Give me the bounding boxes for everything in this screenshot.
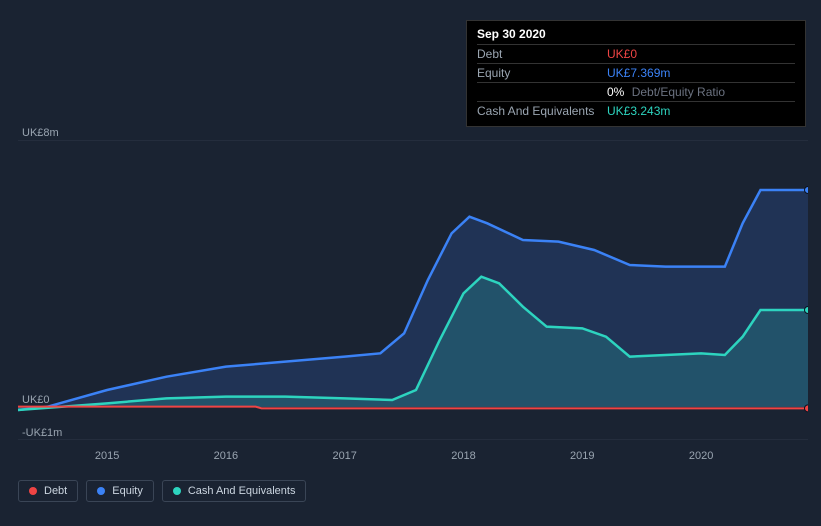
tooltip-value: UK£0 xyxy=(607,47,637,61)
tooltip-label: Debt xyxy=(477,47,607,61)
tooltip-row-equity: Equity UK£7.369m xyxy=(477,63,795,82)
tooltip-value: 0% xyxy=(607,85,624,99)
y-axis-tick-label: UK£0 xyxy=(22,394,50,406)
x-axis-tick-label: 2018 xyxy=(451,450,475,462)
tooltip-label: Equity xyxy=(477,66,607,80)
legend-label: Cash And Equivalents xyxy=(188,485,296,497)
legend-marker-icon xyxy=(29,487,37,495)
legend-label: Debt xyxy=(44,485,67,497)
plot-area[interactable] xyxy=(18,140,808,440)
tooltip-label: Cash And Equivalents xyxy=(477,104,607,118)
tooltip-value: UK£3.243m xyxy=(607,104,670,118)
x-axis-tick-label: 2020 xyxy=(689,450,713,462)
debt-equity-chart: Sep 30 2020 Debt UK£0 Equity UK£7.369m 0… xyxy=(0,0,821,526)
legend-item-cash[interactable]: Cash And Equivalents xyxy=(162,480,307,502)
y-axis-tick-label: UK£8m xyxy=(22,127,59,139)
legend-label: Equity xyxy=(112,485,143,497)
legend-marker-icon xyxy=(97,487,105,495)
tooltip-row-cash: Cash And Equivalents UK£3.243m xyxy=(477,101,795,120)
tooltip-value: UK£7.369m xyxy=(607,66,670,80)
x-axis-tick-label: 2019 xyxy=(570,450,594,462)
tooltip-row-ratio: 0% Debt/Equity Ratio xyxy=(477,82,795,101)
chart-tooltip: Sep 30 2020 Debt UK£0 Equity UK£7.369m 0… xyxy=(466,20,806,127)
tooltip-label xyxy=(477,85,607,99)
x-axis-tick-label: 2016 xyxy=(214,450,238,462)
x-axis-tick-label: 2017 xyxy=(332,450,356,462)
tooltip-row-debt: Debt UK£0 xyxy=(477,44,795,63)
legend-item-equity[interactable]: Equity xyxy=(86,480,154,502)
legend-item-debt[interactable]: Debt xyxy=(18,480,78,502)
y-axis-tick-label: -UK£1m xyxy=(22,427,62,439)
chart-legend: Debt Equity Cash And Equivalents xyxy=(18,480,306,502)
tooltip-suffix: Debt/Equity Ratio xyxy=(632,85,725,99)
legend-marker-icon xyxy=(173,487,181,495)
tooltip-date: Sep 30 2020 xyxy=(477,27,795,44)
x-axis-tick-label: 2015 xyxy=(95,450,119,462)
